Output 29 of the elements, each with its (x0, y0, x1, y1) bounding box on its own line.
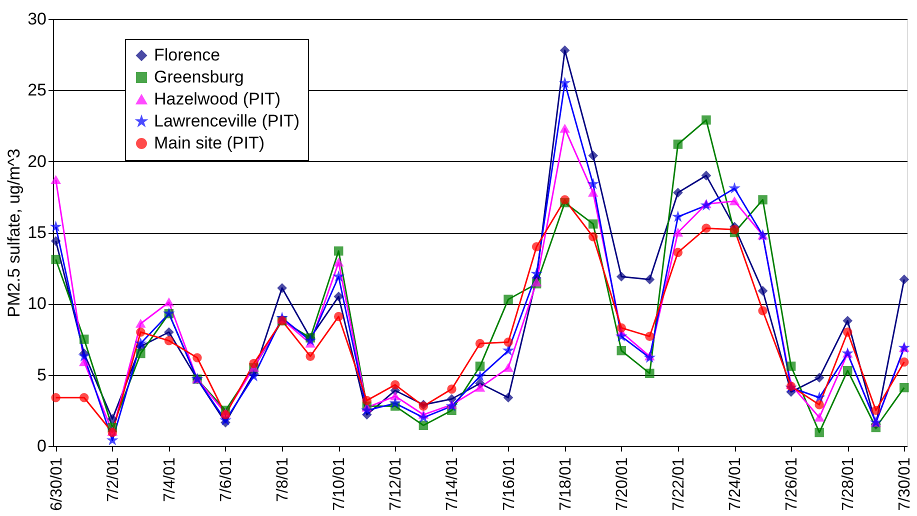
y-tick-label: 20 (28, 152, 46, 171)
legend-label: Main site (PIT) (154, 134, 265, 152)
x-tick-label: 7/14/01 (444, 457, 462, 511)
x-tick-label: 7/12/01 (388, 457, 405, 511)
y-tick-label: 15 (28, 223, 46, 242)
y-tick-label: 0 (37, 436, 46, 456)
y-tick-label: 30 (28, 10, 46, 28)
x-tick-label: 7/16/01 (500, 457, 518, 511)
y-tick-label: 25 (28, 80, 46, 100)
y-tick-label: 10 (28, 294, 46, 314)
x-tick-label: 7/10/01 (331, 457, 348, 511)
x-tick-label: 7/8/01 (274, 457, 292, 502)
x-tick-label: 7/22/01 (670, 457, 688, 511)
x-tick-label: 7/4/01 (161, 457, 178, 502)
x-tick-label: 6/30/01 (48, 457, 66, 511)
legend-label: Lawrenceville (PIT) (154, 112, 300, 130)
legend-label: Florence (154, 46, 220, 64)
legend-label: Greensburg (154, 68, 244, 86)
x-tick-label: 7/20/01 (614, 457, 631, 511)
x-tick-label: 7/26/01 (784, 457, 801, 511)
x-tick-label: 7/28/01 (840, 457, 858, 511)
x-tick-label: 7/2/01 (104, 457, 122, 502)
y-tick-label: 5 (37, 365, 46, 384)
x-tick-label: 7/18/01 (557, 457, 574, 511)
y-axis-title: PM2.5 sulfate, ug/m^3 (4, 148, 24, 318)
legend-label: Hazelwood (PIT) (154, 90, 281, 108)
x-tick-label: 7/6/01 (218, 457, 235, 502)
x-tick-label: 7/30/01 (896, 457, 914, 511)
x-tick-label: 7/24/01 (727, 457, 744, 511)
